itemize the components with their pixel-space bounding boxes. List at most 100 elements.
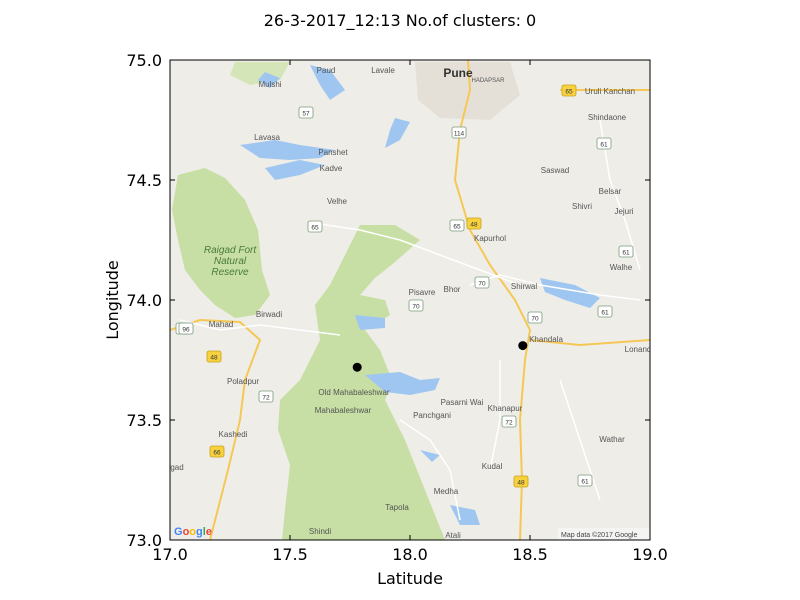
park-label: Raigad Fort [204,245,257,256]
scatter-series [352,341,528,372]
highway-shield: 65 [561,84,577,97]
map-place-label: Lavale [371,66,395,75]
map-place-label: Walhe [610,263,633,272]
map-place-label: Khandala [529,335,563,344]
highway-shield-label: 61 [622,250,630,257]
map-place-label: Mahabaleshwar [315,406,372,415]
map-place-label: HADAPSAR [471,78,505,84]
highway-shield: 57 [298,106,314,119]
map-place-label: Pune [443,66,473,80]
highway-shields: 5711465616548657061707096487061727266486… [175,84,634,488]
map-place-label: Old Mahabaleshwar [318,388,389,397]
x-axis-label: Latitude [377,569,443,588]
y-tick-label: 74.0 [126,291,162,310]
map-place-label: Pasarni Wai [441,398,484,407]
x-tick-label: 18.5 [512,545,548,564]
map-place-label: Pisavre [409,288,436,297]
map-place-label: Uruli Kanchan [585,87,635,96]
park-label: Reserve [211,267,249,278]
map-place-label: Shirwal [511,282,537,291]
highway-shield-label: 65 [453,224,461,231]
google-logo: Google [174,526,212,538]
highway-shield: 65 [449,219,465,232]
highway-shield: 70 [408,299,424,312]
highway-shield: 72 [258,390,274,403]
highway-shield-label: 61 [601,310,609,317]
y-tick-label: 73.0 [126,531,162,550]
highway-shield-label: 48 [517,480,525,487]
highway-shield: 61 [618,245,634,258]
x-axis: 17.0 17.5 18.0 18.5 19.0 [152,60,668,564]
x-tick-label: 18.0 [392,545,428,564]
y-axis-label: Longitude [103,260,122,340]
park-label: Natural [214,256,247,267]
highway-shield-label: 70 [478,281,486,288]
y-tick-label: 75.0 [126,51,162,70]
highway-shield: 61 [597,305,613,318]
chart-title: 26-3-2017_12:13 No.of clusters: 0 [264,11,536,31]
highway-shield-label: 70 [531,316,539,323]
x-tick-label: 19.0 [632,545,668,564]
map-place-label: Jejuri [614,207,633,216]
highway-shield-label: 65 [311,225,319,232]
map-place-label: Tapola [385,503,409,512]
highway-shield: 114 [451,126,467,139]
map-place-label: Mulshi [258,80,281,89]
highway-shield-label: 61 [581,479,589,486]
map-place-label: Kashedi [219,430,248,439]
highway-shield-label: 72 [505,420,513,427]
scatter-point [352,362,362,372]
map-place-label: Mahad [209,320,233,329]
highway-shield-label: 61 [600,142,608,149]
map-background: Paud Lavale Pune HADAPSAR Mulshi Uruli K… [170,60,652,540]
y-tick-label: 73.5 [126,411,162,430]
highway-shield-label: 65 [565,89,573,96]
highway-shield: 48 [206,350,222,363]
highway-shield: 72 [501,415,517,428]
highway-shield: 70 [527,311,543,324]
highway-shield: 48 [466,217,482,230]
map-place-label: Panchgani [413,411,451,420]
x-tick-label: 17.0 [152,545,188,564]
highway-shield: 70 [474,276,490,289]
map-place-label: Poladpur [227,377,259,386]
map-place-label: Shindaone [588,113,627,122]
map-attribution: Map data ©2017 Google [561,531,637,539]
x-tick-label: 17.5 [272,545,308,564]
highway-shield: 61 [596,137,612,150]
map-place-label: Khanapur [488,404,523,413]
map-place-label: Kudal [482,462,503,471]
map-place-label: Lonand [625,345,652,354]
map-place-label: Birwadi [256,310,282,319]
map-place-label: Lavasa [254,133,280,142]
map-place-label: Kadve [320,164,343,173]
scatter-point [518,341,528,351]
map-place-label: Saswad [541,166,569,175]
park-area-raigad [172,168,270,318]
highway-shield: 96 [178,322,194,335]
map-place-label: Bhor [444,285,461,294]
highway-shield: 65 [307,220,323,233]
map-place-label: Shivri [572,202,592,211]
map-place-label: Wathar [599,435,625,444]
highway-shield-label: 114 [454,131,465,138]
park-area-western-ghats [278,225,445,540]
highway-shield-label: 96 [182,327,190,334]
highway-shield: 66 [209,445,225,458]
highway-shield: 48 [513,475,529,488]
highway-shield-label: 66 [213,450,221,457]
highway-shield-label: 48 [210,355,218,362]
highway-shield-label: 70 [412,304,420,311]
y-tick-label: 74.5 [126,171,162,190]
map-place-label: Kapurhol [474,234,506,243]
map-place-label: Panshet [318,148,348,157]
map-place-label: Shindi [309,527,331,536]
map-place-label: Paud [317,66,336,75]
highway-shield-label: 48 [470,222,478,229]
map-place-label: Velhe [327,197,348,206]
highway-shield-label: 57 [302,111,310,118]
y-axis: 73.0 73.5 74.0 74.5 75.0 [126,51,650,550]
map-place-label: gad [170,463,183,472]
highway-shield-label: 72 [262,395,270,402]
